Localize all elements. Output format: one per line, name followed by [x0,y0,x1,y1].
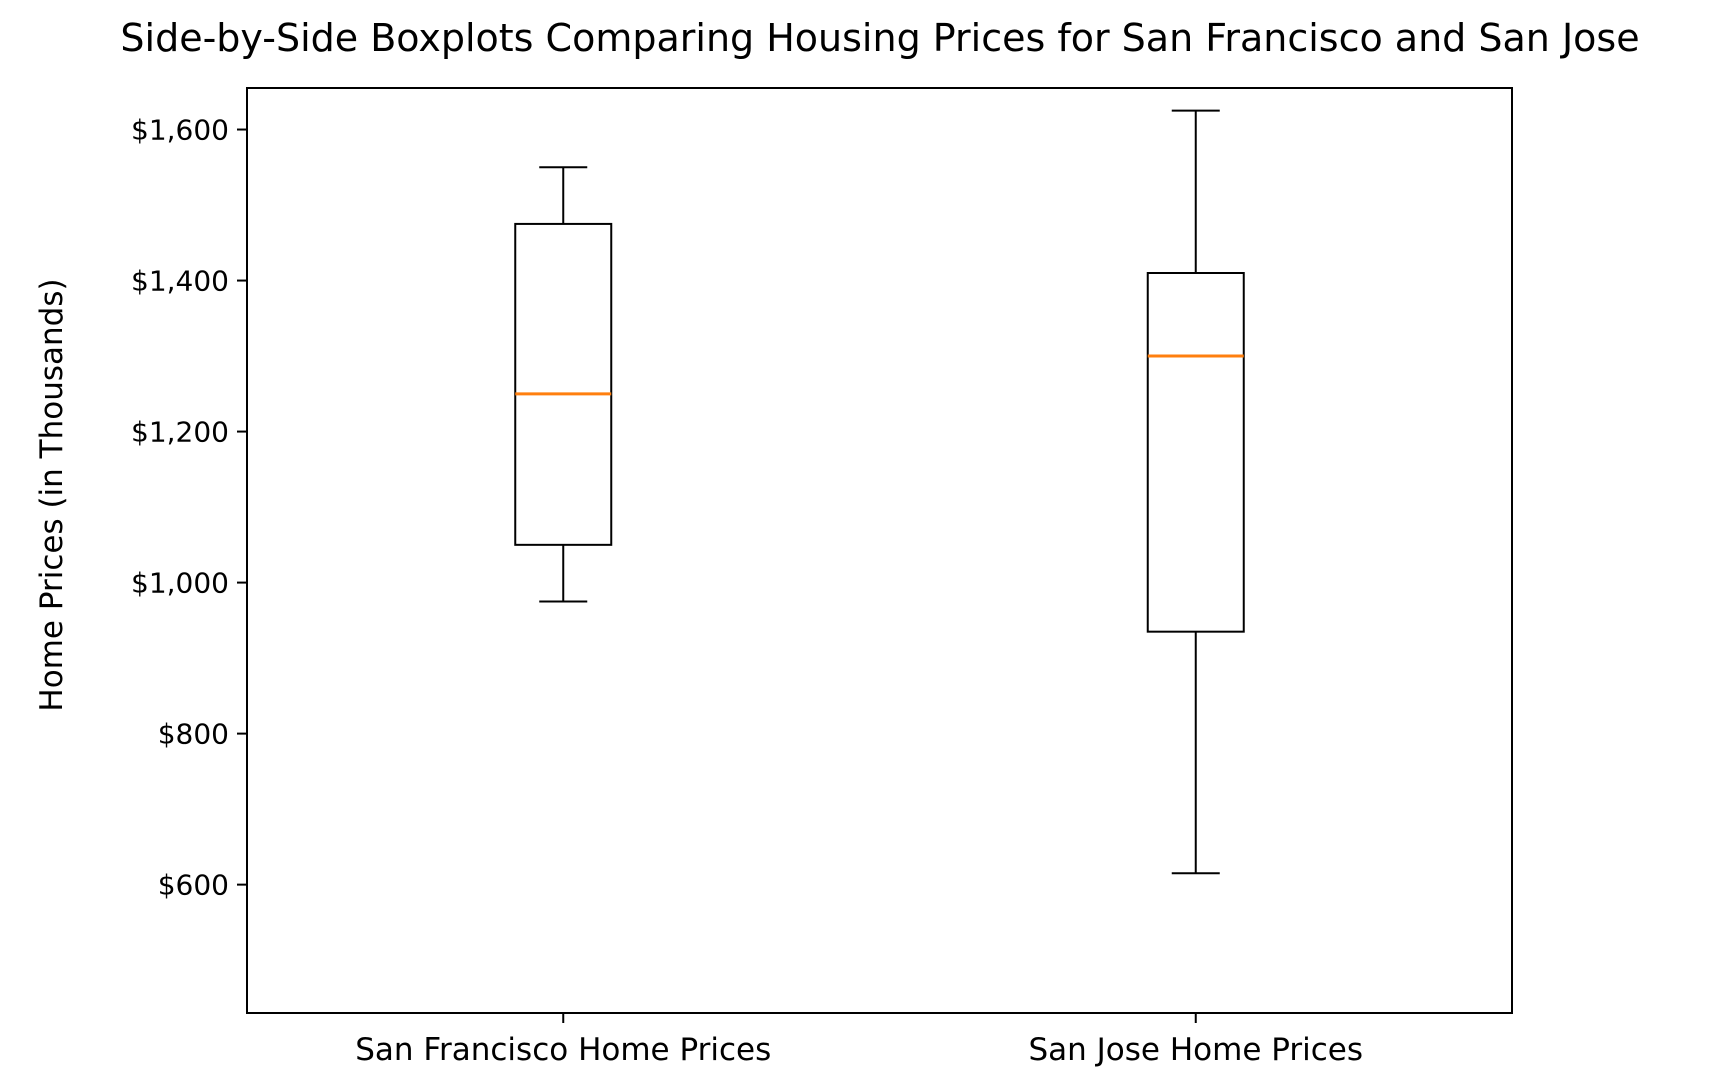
x-tick-label-san-jose: San Jose Home Prices [1028,1032,1364,1068]
iqr-box [1146,272,1245,633]
axes-frame [246,87,1513,1014]
y-axis-label: Home Prices (in Thousands) [34,278,70,712]
x-tick-label-san-francisco: San Francisco Home Prices [355,1032,772,1068]
y-tick-label: $1,400 [131,265,229,298]
chart-title: Side-by-Side Boxplots Comparing Housing … [120,16,1640,60]
y-tick-label: $1,200 [131,416,229,449]
y-tick-label: $1,000 [131,567,229,600]
boxplot-san-jose-home-prices [1146,109,1245,875]
y-tick-label: $800 [158,718,229,751]
y-axis-ticks: $600 $800 $1,000 $1,200 $1,400 $1,600 [131,114,247,902]
iqr-box [514,222,613,546]
boxplot-san-francisco-home-prices [514,166,613,603]
y-tick-label: $1,600 [131,114,229,147]
y-tick-label: $600 [158,869,229,902]
